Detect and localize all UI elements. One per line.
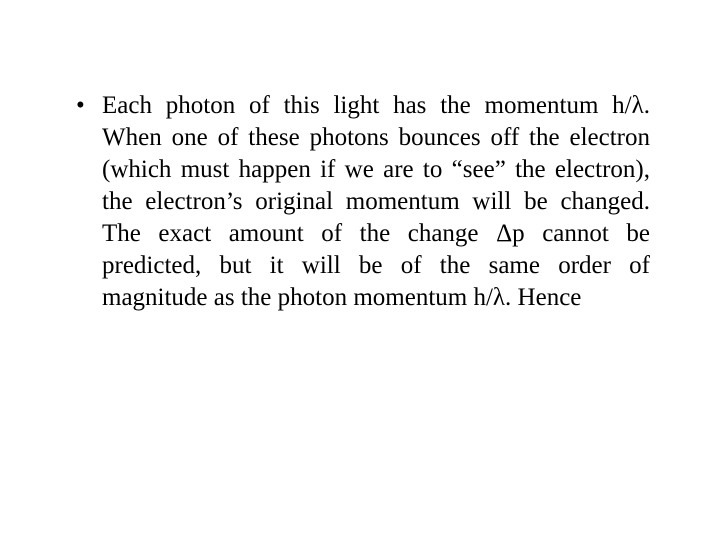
bullet-text: Each photon of this light has the moment… [102, 92, 650, 311]
list-item: Each photon of this light has the moment… [70, 90, 650, 314]
bullet-list: Each photon of this light has the moment… [70, 90, 650, 314]
slide: Each photon of this light has the moment… [0, 0, 720, 540]
